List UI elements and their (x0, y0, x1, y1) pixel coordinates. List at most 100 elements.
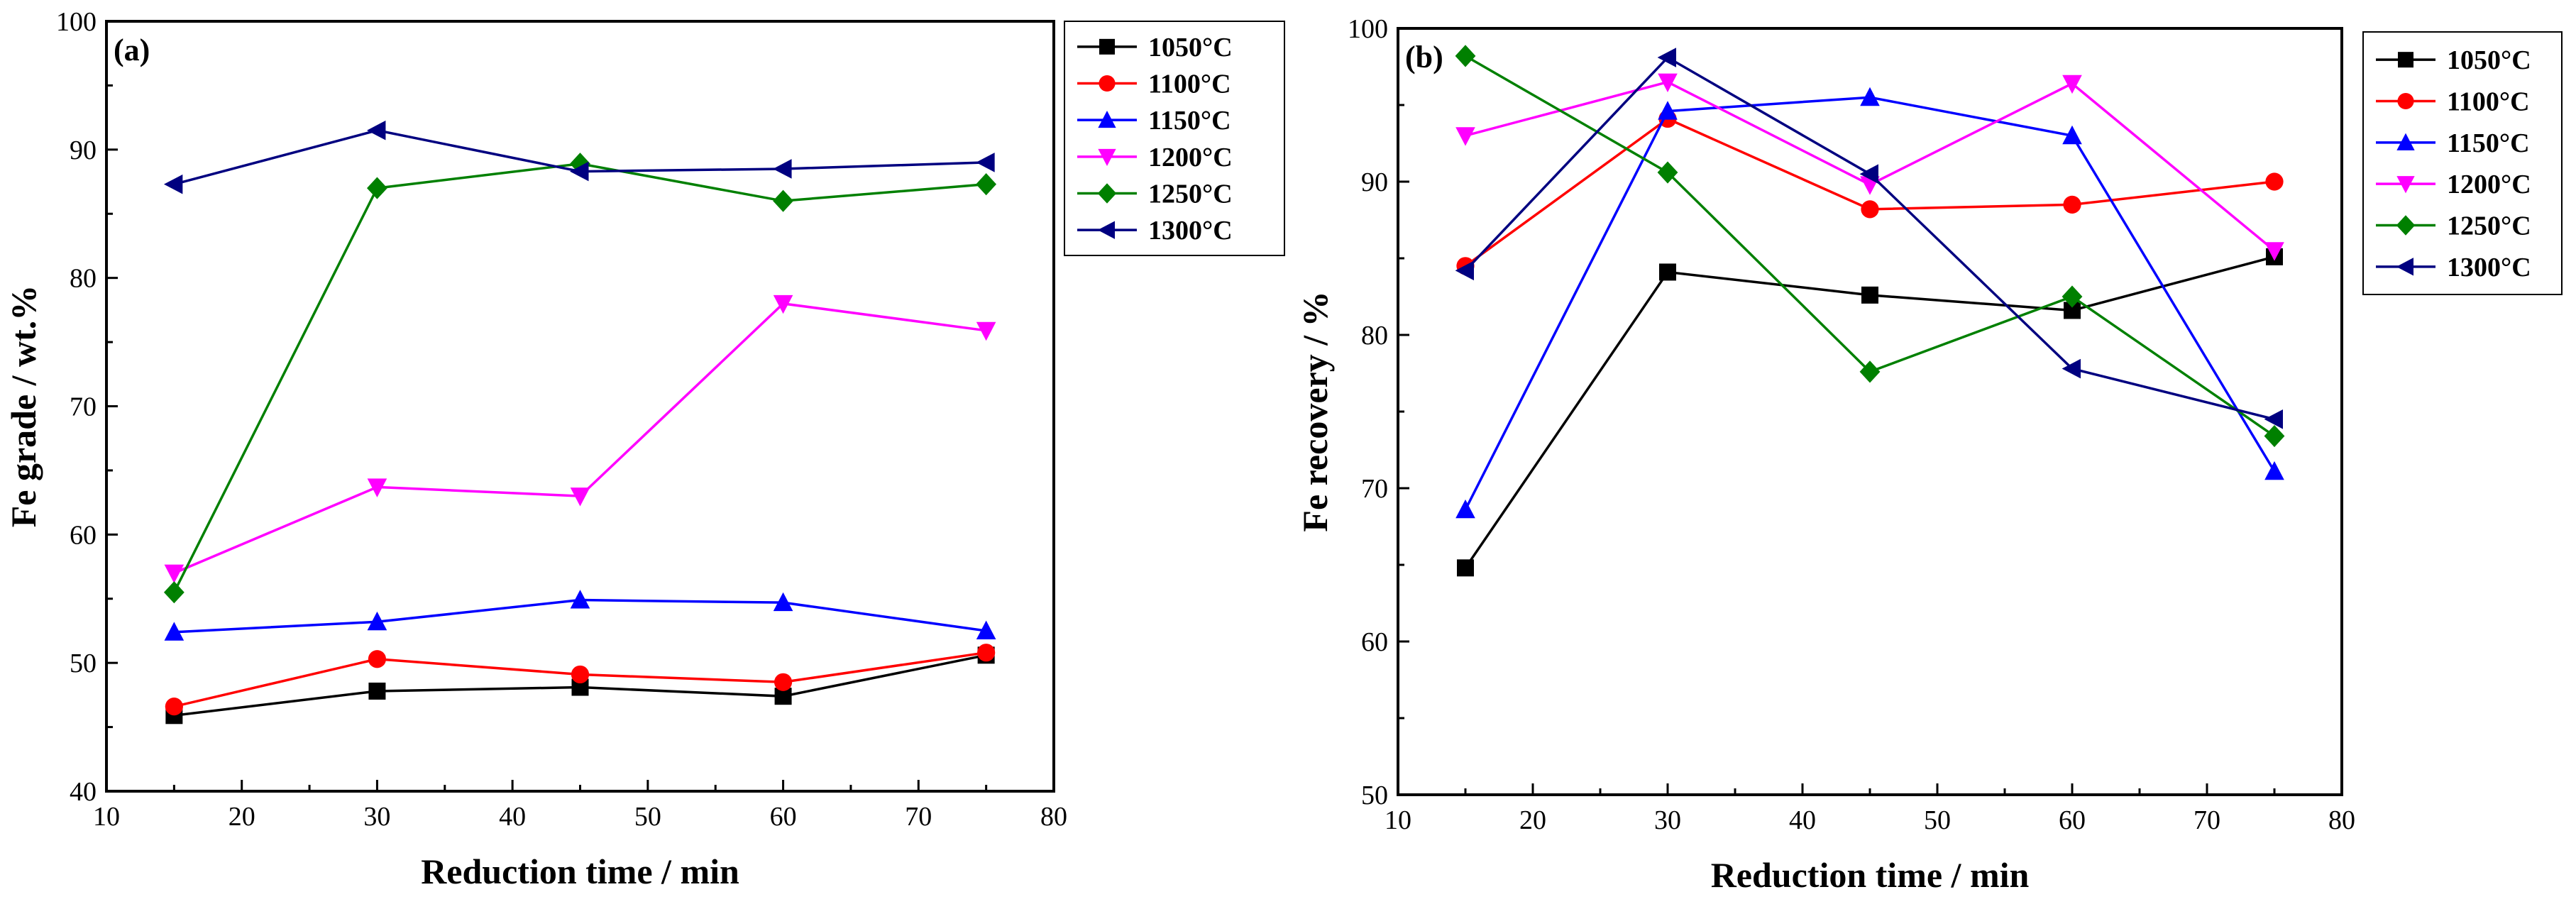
y-tick-label: 90 (1361, 167, 1388, 197)
data-point (1658, 73, 1678, 92)
data-point (1861, 286, 1878, 304)
data-point (2062, 125, 2082, 145)
series-line (172, 162, 986, 593)
legend-marker (1099, 75, 1116, 92)
legend-label: 1050°C (1148, 33, 1233, 62)
data-point (368, 682, 386, 700)
y-axis-title: Fe recovery / % (1295, 291, 1335, 531)
data-point (1455, 127, 1475, 146)
legend: 1050°C 1100°C 1150°C 1200°C 1250°C 1300°C (2362, 31, 2563, 295)
panel-label: (a) (114, 33, 150, 67)
legend-label: 1150°C (1148, 106, 1231, 136)
data-point (2062, 358, 2081, 379)
legend-entry: 1100°C (2376, 87, 2530, 117)
series-line (1465, 80, 2276, 252)
series-1150C (1455, 87, 2284, 519)
plot-frame (1397, 27, 2343, 796)
data-point (1457, 559, 1474, 577)
data-point (163, 581, 185, 604)
data-point (1455, 499, 1475, 519)
series-line (173, 302, 986, 575)
series-1200C (164, 294, 996, 583)
legend-label: 1250°C (1148, 180, 1233, 209)
series-1050C (165, 646, 995, 725)
data-point (976, 173, 997, 196)
legend-marker (1097, 183, 1117, 204)
legend-marker (2396, 176, 2415, 194)
x-tick-label: 70 (905, 802, 932, 832)
x-tick-label: 60 (2059, 805, 2086, 835)
legend-label: 1050°C (2447, 45, 2531, 75)
legend-entry: 1250°C (2376, 211, 2531, 241)
data-point (2264, 242, 2284, 261)
data-point (1657, 48, 1676, 67)
data-point (1658, 101, 1678, 120)
data-point (2264, 409, 2283, 429)
legend-marker (2398, 52, 2413, 68)
x-tick-label: 10 (1385, 805, 1411, 835)
data-point (570, 161, 589, 182)
data-point (367, 478, 387, 497)
y-tick-label: 80 (70, 264, 97, 294)
y-tick-label: 90 (70, 136, 97, 165)
data-point (977, 644, 996, 662)
x-tick-label: 70 (2194, 805, 2220, 835)
series-1150C (164, 590, 996, 641)
y-tick-label: 80 (1361, 321, 1388, 351)
data-point (1860, 87, 1880, 106)
data-point (1657, 161, 1678, 184)
x-tick-label: 80 (2328, 805, 2355, 835)
legend-box (2362, 31, 2563, 295)
legend-entry: 1100°C (1077, 70, 1231, 99)
legend-label: 1300°C (2447, 253, 2531, 282)
y-tick-label: 40 (70, 777, 97, 807)
data-point (773, 294, 793, 314)
series-1200C (1455, 73, 2284, 261)
series-1050C (1457, 248, 2283, 577)
y-tick-label: 50 (70, 649, 97, 678)
data-point (2063, 195, 2081, 214)
x-tick-label: 20 (229, 802, 255, 832)
x-tick-label: 10 (93, 802, 120, 832)
x-axis-title: Reduction time / min (1711, 855, 2030, 895)
panel-a: 10 20 30 40 50 60 70 80 40 50 60 70 80 90 100 Reduction… (4, 7, 1285, 891)
legend-label: 1100°C (2447, 87, 2530, 117)
data-point (2264, 461, 2284, 480)
data-point (773, 189, 793, 212)
legend-marker (2397, 92, 2414, 110)
y-tick-label: 70 (70, 392, 97, 422)
x-tick-label: 30 (1654, 805, 1681, 835)
data-point (165, 698, 183, 716)
data-point (773, 592, 793, 612)
legend: 1050°C 1100°C 1150°C 1200°C 1250°C 1300°C (1064, 21, 1285, 256)
legend-marker (1098, 148, 1116, 167)
legend-marker (1098, 110, 1116, 128)
data-point (368, 650, 387, 668)
data-point (163, 174, 183, 194)
legend-marker (2396, 133, 2415, 150)
legend-label: 1100°C (1148, 70, 1231, 99)
legend-marker (1099, 38, 1115, 55)
panel-b: 10 20 30 40 50 60 70 80 50 60 70 80 90 100 Reduction t… (1295, 14, 2563, 895)
legend-entry: 1300°C (1077, 216, 1233, 246)
legend-label: 1200°C (1148, 143, 1233, 172)
series-1250C (1455, 45, 2285, 448)
data-point (976, 321, 996, 341)
legend-marker (2396, 258, 2413, 276)
data-point (570, 590, 590, 609)
data-point (367, 611, 387, 631)
data-point (164, 564, 185, 583)
legend-entry: 1050°C (1077, 33, 1233, 62)
x-tick-label: 60 (770, 802, 797, 832)
legend-marker (1097, 221, 1115, 239)
y-tick-label: 100 (56, 7, 97, 37)
y-tick-label: 60 (1361, 627, 1388, 657)
y-tick-label: 100 (1348, 14, 1388, 44)
x-tick-label: 50 (634, 802, 661, 832)
legend-entry: 1250°C (1077, 180, 1233, 209)
legend-entry: 1300°C (2376, 253, 2531, 282)
series-1300C (163, 120, 995, 194)
y-axis-title: Fe grade / wt.% (4, 285, 43, 528)
legend-entry: 1200°C (1077, 143, 1233, 172)
